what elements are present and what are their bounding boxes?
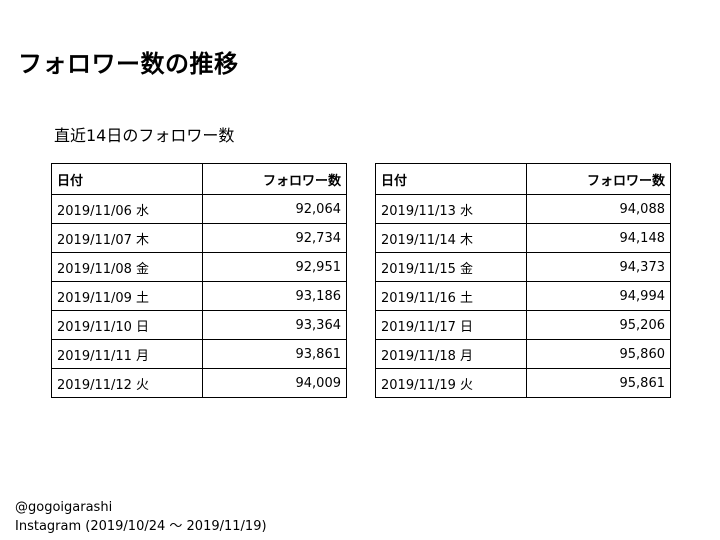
- table-row: 2019/11/15 金 94,373: [375, 252, 671, 282]
- follower-table-right: 日付 フォロワー数 2019/11/13 水 94,088 2019/11/14…: [375, 163, 671, 398]
- follower-count-cell: 95,861: [526, 368, 671, 398]
- follower-count-cell: 94,148: [526, 223, 671, 253]
- date-cell: 2019/11/14 木: [375, 223, 527, 253]
- table-row: 2019/11/08 金 92,951: [51, 252, 347, 282]
- date-cell: 2019/11/17 日: [375, 310, 527, 340]
- date-cell: 2019/11/11 月: [51, 339, 203, 369]
- table-row: 2019/11/14 木 94,148: [375, 223, 671, 253]
- column-header-followers: フォロワー数: [202, 163, 347, 195]
- date-cell: 2019/11/09 土: [51, 281, 203, 311]
- footer-credit: @gogoigarashi Instagram (2019/10/24 〜 20…: [15, 498, 267, 536]
- follower-table-left: 日付 フォロワー数 2019/11/06 水 92,064 2019/11/07…: [51, 163, 347, 398]
- date-cell: 2019/11/18 月: [375, 339, 527, 369]
- table-row: 2019/11/17 日 95,206: [375, 310, 671, 340]
- table-header: 日付 フォロワー数: [375, 163, 671, 195]
- account-handle: @gogoigarashi: [15, 500, 113, 515]
- table-body: 2019/11/06 水 92,064 2019/11/07 木 92,734 …: [51, 194, 347, 398]
- column-header-followers: フォロワー数: [526, 163, 671, 195]
- table-row: 2019/11/09 土 93,186: [51, 281, 347, 311]
- follower-count-cell: 94,088: [526, 194, 671, 224]
- table-row: 2019/11/12 火 94,009: [51, 368, 347, 398]
- column-header-date: 日付: [375, 163, 527, 195]
- follower-count-cell: 92,064: [202, 194, 347, 224]
- date-cell: 2019/11/06 水: [51, 194, 203, 224]
- follower-count-cell: 92,951: [202, 252, 347, 282]
- table-row: 2019/11/06 水 92,064: [51, 194, 347, 224]
- follower-count-cell: 94,373: [526, 252, 671, 282]
- date-cell: 2019/11/13 水: [375, 194, 527, 224]
- follower-count-cell: 94,009: [202, 368, 347, 398]
- date-cell: 2019/11/15 金: [375, 252, 527, 282]
- table-row: 2019/11/07 木 92,734: [51, 223, 347, 253]
- table-body: 2019/11/13 水 94,088 2019/11/14 木 94,148 …: [375, 194, 671, 398]
- table-row: 2019/11/11 月 93,861: [51, 339, 347, 369]
- date-cell: 2019/11/19 火: [375, 368, 527, 398]
- data-source-note: Instagram (2019/10/24 〜 2019/11/19): [15, 519, 267, 534]
- date-cell: 2019/11/10 日: [51, 310, 203, 340]
- follower-count-cell: 93,186: [202, 281, 347, 311]
- table-header: 日付 フォロワー数: [51, 163, 347, 195]
- column-header-date: 日付: [51, 163, 203, 195]
- date-cell: 2019/11/12 火: [51, 368, 203, 398]
- date-cell: 2019/11/08 金: [51, 252, 203, 282]
- table-row: 2019/11/10 日 93,364: [51, 310, 347, 340]
- slide-title: フォロワー数の推移: [18, 50, 239, 78]
- table-header-row: 日付 フォロワー数: [375, 163, 671, 195]
- slide-subtitle: 直近14日のフォロワー数: [54, 126, 235, 145]
- table-row: 2019/11/13 水 94,088: [375, 194, 671, 224]
- date-cell: 2019/11/16 土: [375, 281, 527, 311]
- follower-count-cell: 93,861: [202, 339, 347, 369]
- follower-count-cell: 92,734: [202, 223, 347, 253]
- follower-count-cell: 95,206: [526, 310, 671, 340]
- table-row: 2019/11/18 月 95,860: [375, 339, 671, 369]
- date-cell: 2019/11/07 木: [51, 223, 203, 253]
- table-row: 2019/11/16 土 94,994: [375, 281, 671, 311]
- follower-count-cell: 95,860: [526, 339, 671, 369]
- follower-count-cell: 93,364: [202, 310, 347, 340]
- table-header-row: 日付 フォロワー数: [51, 163, 347, 195]
- follower-count-cell: 94,994: [526, 281, 671, 311]
- table-row: 2019/11/19 火 95,861: [375, 368, 671, 398]
